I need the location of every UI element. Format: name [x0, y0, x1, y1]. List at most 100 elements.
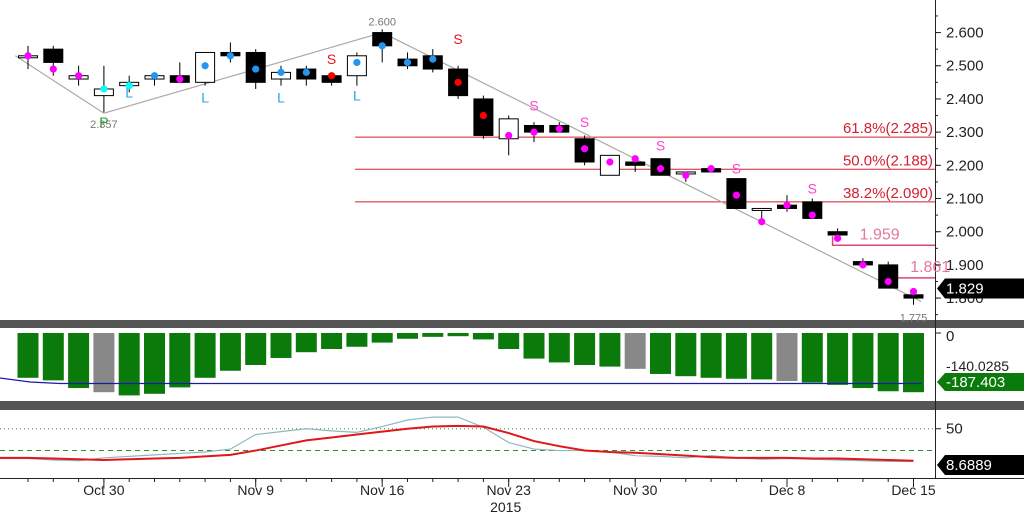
pivot-dot — [403, 58, 412, 67]
panel-divider — [0, 401, 1024, 410]
histogram-bar — [270, 333, 292, 358]
histogram-bar — [371, 333, 393, 343]
y-tick-label: 2.300 — [946, 124, 984, 141]
pivot-dot — [758, 218, 766, 226]
candle-body — [878, 264, 899, 289]
histogram-bar — [219, 333, 241, 371]
pivot-dot — [732, 191, 741, 199]
fib-level-label: 50.0%(2.188) — [843, 152, 933, 169]
y-tick-label: 2.000 — [946, 224, 984, 241]
pivot-dot — [24, 52, 32, 60]
histogram-bar — [144, 333, 165, 394]
pivot-dot — [783, 201, 791, 209]
pivot-dot — [808, 211, 816, 219]
pivot-dot — [201, 62, 209, 70]
histogram-bar — [169, 333, 191, 388]
histogram-panel — [0, 333, 924, 396]
stop-level-label: 1.959 — [860, 226, 900, 243]
pivot-dot — [606, 158, 614, 166]
histogram-bar — [801, 333, 823, 383]
candle-body — [827, 231, 848, 236]
panel-divider — [0, 320, 1024, 328]
fib-level-label: 61.8%(2.285) — [843, 120, 933, 137]
histogram-bar — [776, 333, 798, 381]
pivot-dot — [834, 234, 842, 242]
histogram-signal-line — [0, 377, 922, 385]
oscillator-tick-label: 50 — [946, 421, 963, 438]
histogram-bar — [574, 333, 596, 365]
pivot-dot — [707, 165, 715, 173]
histogram-bar — [523, 333, 545, 359]
panel-frames — [0, 0, 1024, 479]
pivot-dot — [454, 78, 462, 86]
oscillator-value-label: 8.6889 — [946, 457, 992, 474]
pivot-dot — [150, 72, 159, 80]
signal-marker: L — [277, 89, 285, 105]
year-label: 2015 — [490, 499, 521, 515]
swing-label: 2.357 — [90, 119, 118, 131]
histogram-bar — [245, 333, 267, 365]
histogram-bar — [17, 333, 39, 378]
histogram-bar — [675, 333, 697, 377]
last-price-label: 1.829 — [946, 280, 984, 297]
y-tick-label: 1.900 — [946, 257, 984, 274]
pivot-dot — [49, 65, 57, 73]
histogram-bar — [447, 333, 469, 337]
swing-label: 2.600 — [368, 17, 396, 29]
histogram-bar — [498, 333, 520, 349]
pivot-dot — [631, 155, 639, 163]
candle-body — [43, 48, 64, 63]
x-tick-label: Dec 8 — [769, 482, 806, 498]
signal-marker: S — [529, 98, 538, 114]
histogram-value-badge — [937, 373, 1024, 391]
fib-level-label: 38.2%(2.090) — [843, 185, 933, 202]
signal-marker: L — [353, 88, 361, 104]
oscillator-signal-line — [0, 416, 914, 463]
stop-level-line — [831, 236, 935, 247]
histogram-bar — [194, 333, 216, 378]
histogram-secondary-label: -140.0285 — [946, 358, 1009, 374]
candle-body — [751, 207, 772, 211]
oscillator-main-line — [0, 424, 914, 462]
pivot-dot — [859, 261, 867, 269]
histogram-bar — [877, 333, 899, 392]
histogram-bar — [397, 333, 418, 339]
price-panel: 61.8%(2.285) 50.0%(2.188) 38.2%(2.090) 1.95… — [15, 17, 950, 324]
last-price-badge — [937, 278, 1024, 299]
histogram-bar — [68, 333, 90, 389]
y-tick-label: 2.400 — [946, 91, 984, 108]
histogram-bar — [321, 333, 343, 349]
histogram-bar — [650, 333, 671, 374]
histogram-bar — [700, 333, 722, 378]
pivot-dot — [302, 68, 310, 76]
pivot-dot — [176, 75, 184, 83]
stop-level-label: 1.861 — [910, 259, 950, 276]
oscillator-panel — [0, 416, 935, 463]
pivot-dot — [353, 58, 361, 67]
histogram-bar — [118, 333, 140, 396]
histogram-value-label: -187.403 — [946, 374, 1005, 391]
signal-marker: S — [732, 161, 741, 177]
histogram-bar — [751, 333, 773, 380]
pivot-dot — [252, 65, 260, 73]
pivot-dot — [100, 85, 108, 93]
y-tick-label: 2.200 — [946, 157, 984, 174]
histogram-bar — [295, 333, 317, 353]
histogram-bar — [852, 333, 874, 389]
signal-marker: S — [808, 181, 817, 197]
histogram-bar — [93, 333, 115, 393]
swing-label: 1.775 — [900, 312, 928, 324]
histogram-bar — [42, 333, 64, 381]
signal-marker: S — [453, 31, 462, 47]
histogram-tick-label: 0 — [946, 328, 954, 345]
candle-body — [625, 161, 646, 166]
signal-marker: L — [201, 89, 209, 105]
signal-marker: S — [656, 137, 665, 153]
pivot-dot — [656, 165, 665, 173]
pivot-dot — [429, 55, 437, 63]
candle-body — [903, 294, 924, 299]
pivot-dot — [277, 68, 285, 76]
x-tick-label: Oct 30 — [83, 482, 124, 498]
pivot-dot — [884, 277, 892, 286]
